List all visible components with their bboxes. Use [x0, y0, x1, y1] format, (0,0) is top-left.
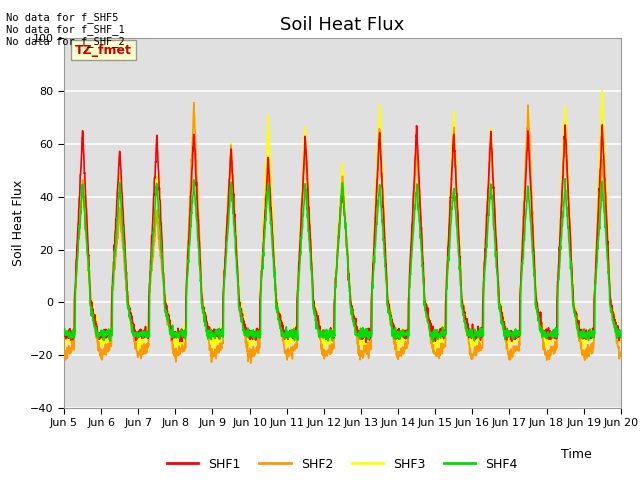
- Line: SHF1: SHF1: [64, 125, 621, 342]
- SHF2: [505, 350, 513, 356]
- SHF4: [371, 260, 378, 265]
- SHF2: [371, 224, 379, 230]
- SHF2: [617, 349, 625, 355]
- Line: SHF4: SHF4: [64, 179, 621, 342]
- SHF4: [584, 333, 591, 339]
- Line: SHF3: SHF3: [64, 90, 621, 352]
- SHF3: [432, 349, 440, 355]
- Text: No data for f_SHF5: No data for f_SHF5: [6, 12, 119, 23]
- SHF3: [60, 341, 68, 347]
- SHF3: [358, 342, 366, 348]
- SHF2: [60, 349, 68, 355]
- SHF2: [568, 281, 576, 287]
- SHF4: [60, 329, 68, 335]
- SHF1: [504, 332, 512, 338]
- Legend: SHF1, SHF2, SHF3, SHF4: SHF1, SHF2, SHF3, SHF4: [162, 453, 523, 476]
- SHF2: [584, 349, 591, 355]
- Title: Soil Heat Flux: Soil Heat Flux: [280, 16, 404, 34]
- SHF1: [216, 336, 223, 342]
- SHF3: [568, 264, 575, 270]
- SHF4: [429, 339, 437, 345]
- SHF4: [216, 325, 223, 331]
- SHF3: [617, 340, 625, 346]
- SHF3: [598, 87, 606, 93]
- Text: No data for f_SHF_1: No data for f_SHF_1: [6, 24, 125, 35]
- Line: SHF2: SHF2: [64, 103, 621, 363]
- SHF3: [504, 347, 512, 353]
- SHF2: [216, 345, 223, 351]
- SHF2: [247, 360, 255, 366]
- SHF1: [362, 339, 370, 345]
- SHF1: [617, 334, 625, 340]
- SHF1: [60, 327, 68, 333]
- SHF1: [358, 335, 366, 341]
- SHF4: [617, 334, 625, 339]
- SHF4: [358, 329, 366, 335]
- SHF1: [568, 265, 575, 271]
- Text: Time: Time: [561, 448, 591, 461]
- SHF4: [504, 328, 512, 334]
- SHF2: [359, 355, 367, 361]
- Text: No data for f_SHF_2: No data for f_SHF_2: [6, 36, 125, 47]
- SHF3: [216, 332, 223, 337]
- SHF3: [371, 220, 378, 226]
- SHF1: [371, 228, 379, 233]
- SHF1: [584, 331, 591, 336]
- SHF4: [561, 176, 569, 181]
- Text: TZ_fmet: TZ_fmet: [75, 44, 132, 57]
- SHF1: [598, 122, 606, 128]
- SHF2: [190, 100, 198, 106]
- Y-axis label: Soil Heat Flux: Soil Heat Flux: [12, 180, 24, 266]
- SHF3: [584, 337, 591, 343]
- SHF4: [568, 280, 576, 286]
